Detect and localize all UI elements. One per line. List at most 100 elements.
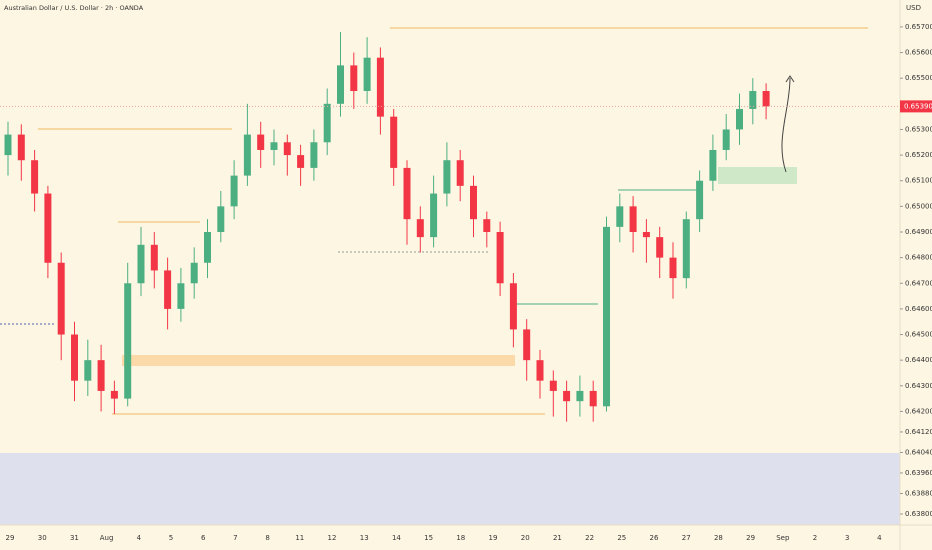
x-tick-label: 31	[70, 534, 79, 542]
x-tick-label: 15	[424, 534, 433, 542]
y-tick-label: 0.64500	[905, 331, 932, 339]
candle-body	[350, 65, 358, 92]
candle-body	[376, 57, 384, 117]
candle-body	[563, 390, 571, 402]
candle-body	[57, 262, 65, 335]
y-tick-label: 0.64120	[905, 428, 932, 436]
y-tick-label: 0.64200	[905, 407, 932, 415]
candle-body	[722, 129, 730, 150]
candle-body	[297, 155, 305, 168]
candle-body	[749, 91, 757, 109]
arrow-head	[785, 75, 795, 83]
candle-body	[509, 283, 517, 330]
x-tick-label: 8	[265, 534, 269, 542]
candle-body	[150, 244, 158, 271]
y-tick-label: 0.63880	[905, 489, 932, 497]
y-tick-label: 0.64040	[905, 448, 932, 456]
x-tick-label: 4	[137, 534, 142, 542]
candle-body	[31, 160, 39, 194]
candle-body	[603, 226, 610, 407]
candle-body	[243, 134, 251, 176]
last-price-box	[900, 100, 932, 113]
x-tick-label: 25	[617, 534, 626, 542]
candle-body	[496, 231, 504, 284]
x-tick-label: 30	[38, 534, 47, 542]
candle-body	[44, 193, 52, 263]
x-tick-label: 28	[714, 534, 723, 542]
y-tick-label: 0.65300	[905, 125, 932, 133]
x-tick-label: 21	[553, 534, 562, 542]
y-tick-label: 0.64600	[905, 305, 932, 313]
candle-body	[656, 237, 664, 258]
candle-body	[230, 175, 238, 207]
x-tick-label: 4	[877, 534, 882, 542]
candle-body	[709, 149, 717, 181]
candle-body	[190, 262, 198, 284]
candle-body	[456, 160, 464, 186]
x-tick-label: 12	[328, 534, 337, 542]
demand-zone	[718, 167, 797, 184]
candle-body	[762, 91, 770, 107]
x-tick-label: 13	[360, 534, 369, 542]
candle-body	[470, 185, 477, 220]
y-tick-label: 0.64700	[905, 279, 932, 287]
x-tick-label: 27	[682, 534, 691, 542]
y-tick-label: 0.65000	[905, 202, 932, 210]
candle-body	[270, 142, 278, 150]
candle-body	[177, 283, 185, 309]
candle-body	[483, 219, 491, 232]
candle-body	[164, 270, 172, 309]
candle-body	[204, 231, 211, 263]
x-tick-label: 18	[456, 534, 465, 542]
lower-zone	[0, 453, 900, 525]
x-tick-label: 14	[392, 534, 401, 542]
last-price-label: 0.65390	[904, 102, 932, 110]
candle-body	[4, 134, 12, 156]
candle-body	[629, 206, 637, 232]
y-tick-label: 0.64800	[905, 254, 932, 262]
candle-body	[110, 390, 118, 399]
candle-body	[217, 206, 225, 232]
x-tick-label: 29	[6, 534, 15, 542]
x-tick-label: 22	[585, 534, 594, 542]
y-tick-label: 0.63960	[905, 469, 932, 477]
projection-arrow	[781, 77, 791, 173]
candle-body	[257, 134, 265, 150]
currency-label: USD	[906, 4, 921, 12]
candle-body	[616, 206, 624, 227]
candle-body	[576, 390, 584, 402]
candle-body	[323, 103, 331, 143]
chart-title: Australian Dollar / U.S. Dollar · 2h · O…	[4, 4, 144, 12]
y-tick-label: 0.65600	[905, 49, 932, 57]
candle-body	[124, 283, 132, 399]
candle-body	[589, 390, 597, 407]
candle-body	[696, 180, 704, 220]
y-tick-label: 0.64400	[905, 356, 932, 364]
candle-body	[71, 334, 78, 381]
y-tick-label: 0.63800	[905, 510, 932, 518]
x-tick-label: 26	[650, 534, 659, 542]
candle-body	[363, 57, 371, 92]
candle-body	[310, 142, 318, 168]
candle-body	[443, 160, 451, 194]
candle-body	[549, 380, 557, 391]
candle-body	[283, 142, 291, 156]
candle-body	[403, 167, 411, 220]
x-tick-label: 6	[201, 534, 206, 542]
candle-body	[642, 231, 650, 238]
candle-body	[137, 244, 145, 284]
x-tick-label: Aug	[100, 534, 114, 542]
y-tick-label: 0.65700	[905, 23, 932, 31]
candle-body	[669, 257, 677, 279]
y-tick-label: 0.64300	[905, 382, 932, 390]
candle-body	[430, 193, 438, 238]
candle-body	[416, 219, 424, 238]
candle-body	[17, 134, 25, 161]
candle-body	[523, 329, 531, 361]
candle-body	[97, 360, 105, 391]
x-tick-label: 2	[813, 534, 817, 542]
x-tick-label: 29	[746, 534, 755, 542]
candle-body	[390, 116, 398, 168]
candle-body	[682, 219, 690, 279]
